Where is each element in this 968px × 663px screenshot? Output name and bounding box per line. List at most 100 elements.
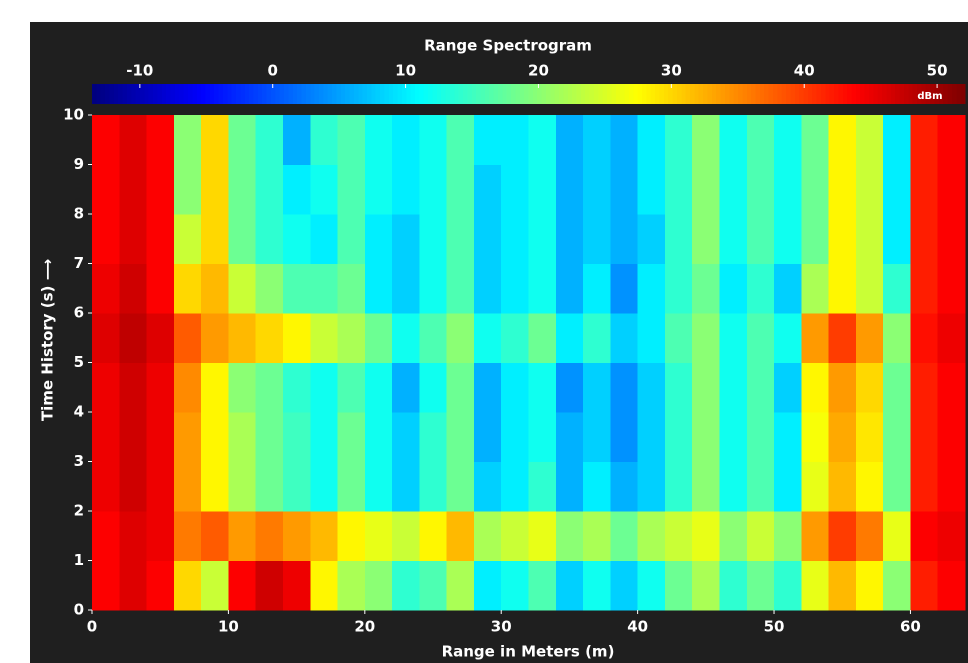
colorbar-slice [842, 84, 848, 104]
heat-cell [774, 164, 802, 215]
colorbar-slice [903, 84, 909, 104]
colorbar-slice [244, 84, 250, 104]
heat-cell [664, 313, 693, 363]
heat-cell [282, 164, 311, 215]
heat-cell [419, 164, 448, 215]
heat-cell [883, 263, 911, 314]
heat-cell [310, 313, 339, 363]
heat-cell [119, 164, 148, 215]
heat-cell [173, 560, 202, 611]
y-tick-label: 2 [74, 502, 84, 520]
colorbar-slice [663, 84, 669, 104]
heat-cell [610, 115, 639, 165]
y-tick-label: 0 [74, 601, 84, 619]
heat-cell [392, 214, 420, 264]
colorbar-slice [956, 84, 962, 104]
colorbar-slice [860, 84, 866, 104]
heat-cell [201, 461, 229, 512]
colorbar-slice [593, 84, 599, 104]
heat-cell [910, 214, 939, 264]
colorbar-slice [864, 84, 870, 104]
colorbar-slice [340, 84, 346, 104]
heat-cell [364, 164, 393, 215]
heat-cell [719, 164, 748, 215]
heat-cell [855, 313, 884, 363]
heat-cell [855, 164, 884, 215]
heat-cell [774, 214, 802, 264]
heat-cell [364, 412, 393, 462]
colorbar-slice [930, 84, 936, 104]
colorbar-slice [921, 84, 927, 104]
heat-cell [501, 560, 529, 611]
heat-cell [446, 461, 475, 512]
colorbar-slice [676, 84, 682, 104]
heat-cell [173, 164, 202, 215]
colorbar-slice [240, 84, 246, 104]
y-tick-label: 9 [74, 155, 84, 173]
heat-cell [282, 412, 311, 462]
colorbar-slice [214, 84, 220, 104]
heat-cell [692, 362, 720, 413]
colorbar-slice [218, 84, 224, 104]
colorbar-slice [838, 84, 844, 104]
colorbar-slice [188, 84, 193, 104]
colorbar-slice [834, 84, 840, 104]
colorbar-slice [366, 84, 372, 104]
heat-cell [201, 560, 229, 611]
colorbar-slice [899, 84, 905, 104]
heat-cell [310, 362, 339, 413]
heat-cell [228, 313, 257, 363]
heat-cell [774, 412, 802, 462]
heat-cell [910, 164, 939, 215]
heat-cell [446, 164, 475, 215]
heat-cell [446, 214, 475, 264]
heat-cell [555, 362, 584, 413]
heat-cell [419, 511, 448, 561]
heat-cell [555, 511, 584, 561]
heat-cell [419, 214, 448, 264]
heat-cell [337, 115, 366, 165]
heat-cell [146, 214, 175, 264]
colorbar-slice [332, 84, 338, 104]
colorbar-slice [506, 84, 512, 104]
heat-cell [228, 214, 257, 264]
heat-cell [173, 511, 202, 561]
heat-cell [774, 362, 802, 413]
heat-cell [855, 263, 884, 314]
heat-cell [555, 214, 584, 264]
heat-cell [419, 115, 448, 165]
colorbar-slice [868, 84, 874, 104]
x-tick-label: 10 [218, 618, 239, 636]
heat-cell [828, 412, 857, 462]
heat-cell [364, 263, 393, 314]
colorbar-slice [628, 84, 634, 104]
y-tick-label: 8 [74, 205, 84, 223]
colorbar-slice [698, 84, 704, 104]
colorbar-slice [388, 84, 394, 104]
heat-cell [528, 511, 557, 561]
heat-cell [146, 412, 175, 462]
colorbar-slice [275, 84, 281, 104]
colorbar-slice [607, 84, 613, 104]
heat-cell [692, 511, 720, 561]
heat-cell [501, 461, 529, 512]
colorbar-slice [598, 84, 604, 104]
heat-cell [228, 115, 257, 165]
heat-cell [419, 560, 448, 611]
heat-cell [664, 560, 693, 611]
heat-cell [883, 164, 911, 215]
colorbar-slice [432, 84, 438, 104]
heat-cell [692, 412, 720, 462]
heat-cell [746, 511, 775, 561]
heat-cell [910, 412, 939, 462]
heat-cell [937, 115, 966, 165]
heat-cell [855, 412, 884, 462]
heat-cell [664, 115, 693, 165]
colorbar-slice [270, 84, 276, 104]
colorbar-slice [192, 84, 198, 104]
heat-cell [637, 214, 666, 264]
heat-cell [337, 263, 366, 314]
heat-cell [255, 362, 284, 413]
heat-cell [828, 313, 857, 363]
heat-cell [610, 511, 639, 561]
